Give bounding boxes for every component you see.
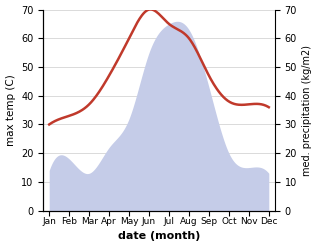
Y-axis label: med. precipitation (kg/m2): med. precipitation (kg/m2) [302,45,313,176]
Y-axis label: max temp (C): max temp (C) [5,74,16,146]
X-axis label: date (month): date (month) [118,231,200,242]
